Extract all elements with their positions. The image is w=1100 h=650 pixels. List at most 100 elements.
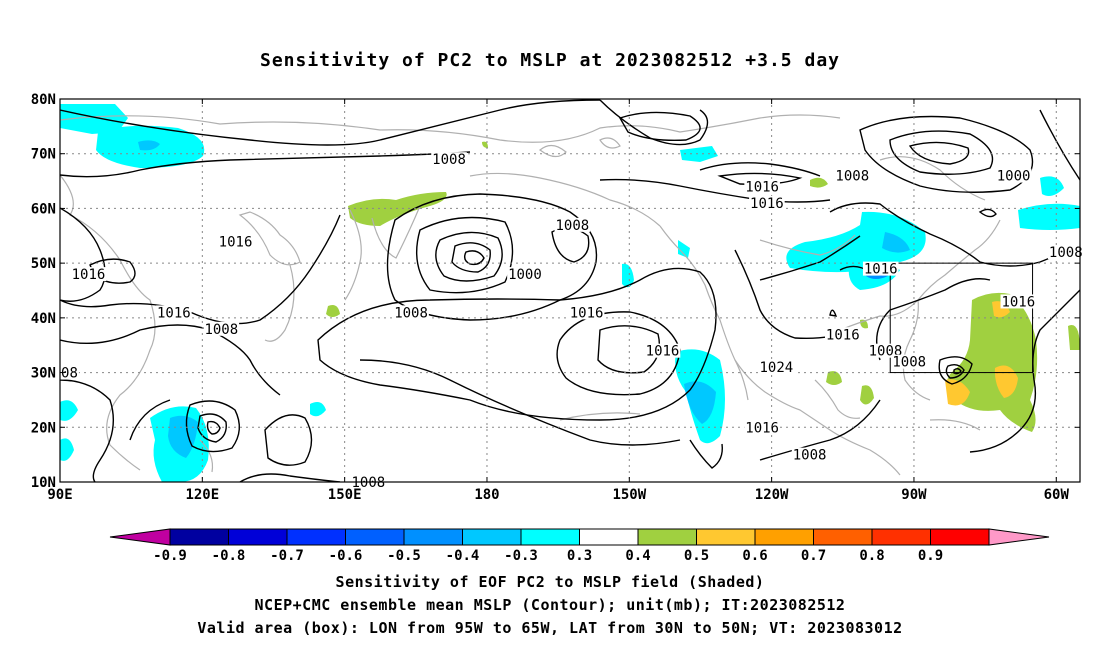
contour-label: 1016 [646,344,680,360]
contour-label: 1000 [508,267,542,283]
colorbar-segment [169,528,229,546]
contour-label: 1024 [760,360,794,376]
contour-label: 1008 [352,475,386,491]
lat-label: 70N [31,147,56,163]
lon-axis: 90E 120E 150E 180 150W 120W 90W 60W [47,99,1069,503]
contour-label: 1008 [892,355,926,371]
colorbar-label: -0.3 [504,548,538,564]
contour-label-bg [867,343,904,358]
contour-layer [60,99,1080,482]
contour-label: 1008 [432,152,466,168]
contour-label-bg [156,305,192,320]
contour-label-bg [824,327,861,342]
colorbar-segment [754,528,814,546]
colorbar-label: -0.7 [270,548,304,564]
colorbar-under-arrow [109,528,171,546]
colorbar: -0.9 -0.8 -0.7 -0.6 -0.5 -0.4 -0.3 0.3 0.4 0.5 0.6… [109,528,1050,564]
colorbar-segment [520,528,580,546]
contour-label: 1008 [394,305,428,321]
contour-label: 1008 [1049,245,1083,261]
contour-label: 1016 [570,305,604,321]
valid-area-box [889,262,1034,374]
chart-title: Sensitivity of PC2 to MSLP at 2023082512… [259,50,840,71]
contour-label-bg [834,168,871,183]
contour-label-bg [744,420,780,435]
lat-axis: 80N 70N 60N 50N 40N 30N 20N 10N [31,92,1080,491]
contour-label: 1016 [826,327,860,343]
colorbar-label: 0.6 [742,548,767,564]
contour-label: 08 [61,366,78,382]
lat-label: 80N [31,92,56,108]
colorbar-label: 0.5 [684,548,709,564]
lat-label: 20N [31,420,56,436]
colorbar-segment [930,528,990,546]
contour-label: 1016 [750,196,784,212]
contour-label-bg [644,343,681,358]
colorbar-label: -0.8 [212,548,246,564]
shade-region-hudson [786,211,926,273]
lon-label: 120W [755,487,789,503]
shade-region-labrador [1040,176,1064,196]
contour-label-bg [744,179,780,194]
lon-label: 150W [612,487,646,503]
lon-label: 120E [185,487,219,503]
colorbar-label: -0.5 [387,548,421,564]
contour-label-bg [1047,245,1084,260]
lat-label: 60N [31,201,56,217]
lon-label: 60W [1044,487,1070,503]
contour-label-bg [791,447,828,462]
contour-label-bg [891,354,928,369]
colorbar-label: 0.8 [859,548,884,564]
colorbar-segment [228,528,288,546]
colorbar-over-arrow [988,528,1050,546]
caption-line-2: NCEP+CMC ensemble mean MSLP (Contour); u… [254,596,846,614]
contour-label: 1016 [157,305,191,321]
colorbar-segment [871,528,931,546]
lat-label: 40N [31,311,56,327]
lon-label: 90W [901,487,927,503]
contour-label: 1016 [72,267,106,283]
contour-label-bg [1000,294,1037,309]
contour-label: 1008 [556,218,590,234]
contour-label-bg [70,267,107,282]
map-frame [59,98,1081,483]
colorbar-segment [813,528,873,546]
contour-label-bg [60,365,79,380]
colorbar-label: -0.6 [329,548,363,564]
contour-label: 1016 [1001,294,1035,310]
colorbar-label: 0.3 [567,548,592,564]
colorbar-label: 0.9 [918,548,943,564]
contour-label: 1016 [219,234,253,250]
lat-label: 10N [31,475,56,491]
contour-label: 1008 [835,169,869,185]
colorbar-segment [579,528,639,546]
contour-label: 1008 [793,448,827,464]
lon-label: 90E [47,487,72,503]
colorbar-label: 0.7 [801,548,826,564]
colorbar-label: -0.9 [153,548,187,564]
contour-label-bg [995,168,1032,183]
contour-label-bg [749,195,785,210]
shade-region-arctic-alaska [680,146,718,162]
colorbar-label: -0.4 [446,548,480,564]
colorbar-label: 0.4 [625,548,650,564]
contour-label-bg [203,321,240,336]
contour-label: 1008 [204,322,238,338]
contour-label: 1000 [997,169,1031,185]
shade-region-arctic-west [60,104,128,134]
colorbar-segment [696,528,756,546]
colorbar-segment [637,528,697,546]
contour-label: 1016 [745,180,779,196]
colorbar-segment [403,528,463,546]
lat-label: 50N [31,256,56,272]
caption-line-3: Valid area (box): LON from 95W to 65W, L… [197,619,903,637]
colorbar-segment [286,528,346,546]
colorbar-segment [462,528,522,546]
shade-region-pacific-coast [622,263,634,288]
shade-region-atlantic-green [946,292,1038,432]
contour-label-bg [507,267,543,282]
contour-label-bg [217,234,254,249]
lat-label: 30N [31,366,56,382]
